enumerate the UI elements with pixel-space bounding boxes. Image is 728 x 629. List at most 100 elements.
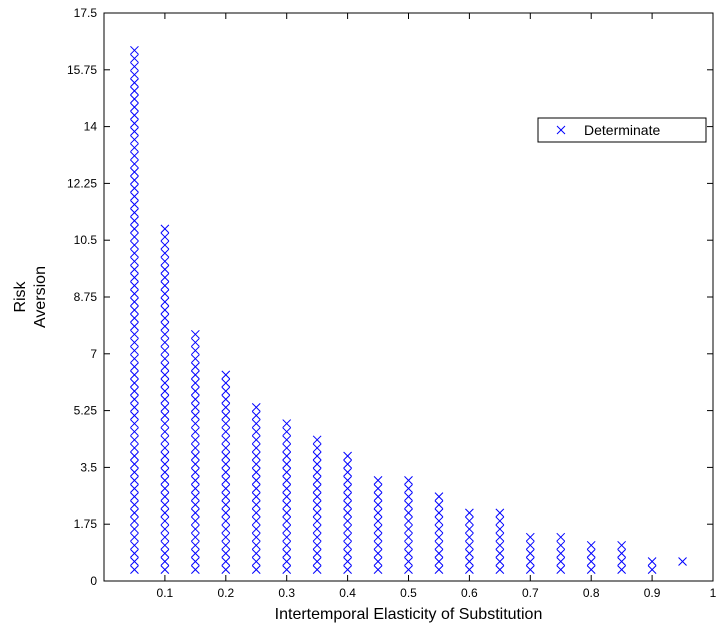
data-point (434, 540, 444, 550)
data-point (130, 378, 139, 388)
data-point (190, 403, 200, 412)
y-tick-label: 12.25 (67, 176, 97, 190)
data-point (343, 532, 352, 542)
data-point (130, 524, 139, 534)
data-point (160, 370, 170, 380)
data-point (282, 532, 292, 542)
data-point (190, 557, 200, 566)
x-tick-label: 0.9 (644, 586, 661, 600)
data-point (130, 62, 139, 71)
data-point (404, 516, 413, 526)
data-point (130, 467, 139, 477)
data-point (525, 549, 535, 558)
data-point (160, 321, 170, 331)
data-point (373, 492, 383, 501)
data-point (373, 557, 383, 566)
data-point (495, 532, 505, 542)
data-point (343, 500, 352, 510)
data-point (373, 484, 383, 493)
x-tick-label: 0.5 (400, 586, 417, 600)
data-point (221, 565, 231, 574)
data-point (160, 443, 170, 453)
data-point (160, 492, 170, 501)
data-point (130, 54, 139, 63)
data-point (130, 321, 139, 331)
data-point (251, 549, 261, 558)
data-point (465, 532, 474, 542)
data-point (221, 403, 231, 412)
data-point (190, 476, 200, 485)
data-point (130, 265, 139, 274)
data-point (130, 159, 139, 169)
data-point (282, 459, 292, 469)
data-point (130, 273, 139, 282)
data-point (282, 451, 292, 461)
data-point (404, 476, 413, 485)
data-point (130, 102, 139, 112)
data-point (130, 492, 139, 501)
data-point (282, 484, 292, 493)
data-point (130, 289, 139, 299)
x-tick-label: 0.8 (583, 586, 600, 600)
data-point (404, 532, 413, 542)
data-point (251, 411, 261, 420)
y-tick-label: 10.5 (74, 233, 98, 247)
data-point (130, 508, 139, 518)
data-point (312, 435, 322, 445)
data-point (586, 565, 596, 574)
data-points (130, 45, 687, 574)
data-point (160, 224, 170, 234)
data-point (160, 289, 170, 299)
y-axis-label-line-1: Risk (12, 280, 29, 312)
data-point (130, 143, 139, 153)
data-point (404, 500, 413, 510)
data-point (160, 427, 170, 437)
data-point (190, 378, 200, 388)
data-point (160, 248, 170, 258)
data-point (130, 540, 139, 550)
data-point (251, 524, 261, 534)
data-point (312, 500, 322, 510)
data-point (465, 524, 474, 534)
data-point (434, 565, 444, 574)
data-point (343, 524, 352, 534)
data-point (130, 183, 139, 193)
data-point (190, 370, 200, 380)
data-point (190, 419, 200, 428)
data-point (282, 565, 292, 574)
data-point (130, 135, 139, 144)
data-point (434, 549, 444, 558)
x-axis-label: Intertemporal Elasticity of Substitution (275, 606, 543, 623)
data-point (130, 427, 139, 437)
data-point (130, 451, 139, 461)
data-point (434, 492, 444, 501)
data-point (190, 427, 200, 437)
x-tick-label: 0.4 (339, 586, 356, 600)
data-point (434, 557, 444, 566)
data-point (130, 200, 139, 209)
data-point (130, 435, 139, 445)
data-point (190, 354, 200, 364)
data-point (221, 549, 231, 558)
data-point (373, 508, 383, 518)
legend-box (537, 117, 707, 143)
data-point (251, 557, 261, 566)
data-point (251, 516, 261, 526)
data-point (525, 557, 535, 566)
data-point (373, 516, 383, 526)
data-point (404, 565, 413, 574)
data-point (160, 411, 170, 420)
data-point (160, 297, 170, 307)
data-point (465, 508, 474, 518)
data-point (373, 500, 383, 510)
data-point (343, 492, 352, 501)
data-point (190, 484, 200, 493)
data-point (251, 419, 261, 428)
legend-marker-x-icon (556, 125, 566, 135)
data-point (130, 411, 139, 420)
data-point (160, 403, 170, 412)
data-point (190, 540, 200, 550)
data-point (221, 386, 231, 396)
data-point (160, 532, 170, 542)
data-point (221, 500, 231, 510)
